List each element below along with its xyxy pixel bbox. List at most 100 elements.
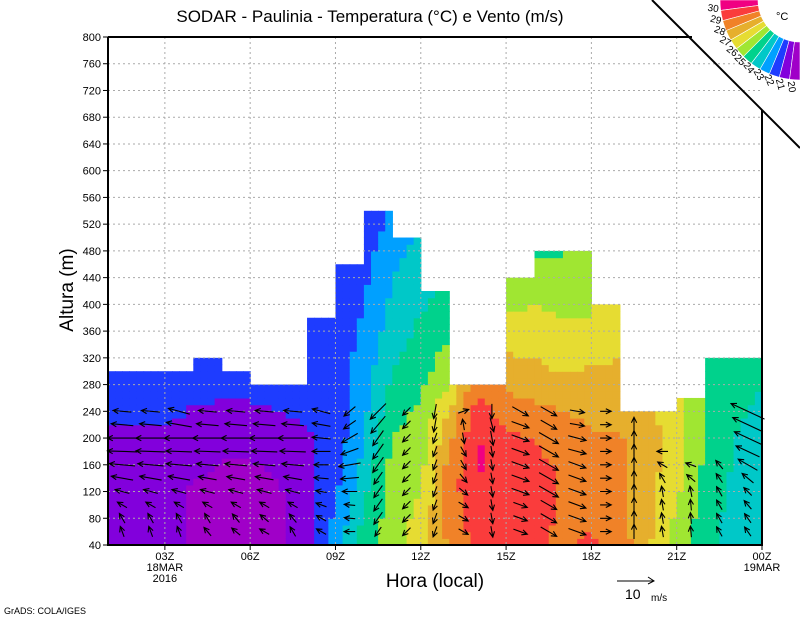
wind-barb xyxy=(252,421,276,428)
temp-cell xyxy=(754,357,763,366)
temp-cell xyxy=(307,491,315,499)
temp-cell xyxy=(356,277,365,285)
temp-cell xyxy=(463,504,472,513)
temp-cell xyxy=(577,277,585,285)
temp-cell xyxy=(555,317,564,326)
temp-cell xyxy=(342,498,351,506)
temp-cell xyxy=(214,451,223,459)
temp-cell xyxy=(619,458,628,466)
temp-cell xyxy=(506,391,514,399)
temp-cell xyxy=(506,491,514,499)
wind-barb xyxy=(195,461,219,468)
temp-cell xyxy=(235,511,244,519)
wind-vectors xyxy=(106,402,765,539)
temp-cell xyxy=(349,524,358,533)
temp-cell xyxy=(335,311,344,319)
temp-cell xyxy=(463,397,472,406)
temp-cell xyxy=(271,411,280,419)
temp-cell xyxy=(285,471,294,479)
temp-cell xyxy=(171,431,180,439)
temp-cell xyxy=(371,257,379,265)
temp-cell xyxy=(221,504,230,513)
temp-cell xyxy=(413,518,422,526)
temp-cell xyxy=(221,431,230,439)
temp-cell xyxy=(193,424,202,432)
temp-cell xyxy=(520,344,529,352)
temp-cell xyxy=(179,377,187,386)
wind-barb xyxy=(337,462,361,469)
temp-cell xyxy=(136,511,145,519)
wind-barb xyxy=(488,445,496,459)
temp-cell xyxy=(520,351,529,359)
temp-cell xyxy=(555,451,564,459)
temp-cell xyxy=(442,377,450,386)
wind-barb xyxy=(513,515,529,522)
temp-cell xyxy=(555,538,564,546)
temp-cell xyxy=(534,304,543,312)
temp-cell xyxy=(427,438,436,446)
temp-cell xyxy=(562,518,571,526)
temp-cell xyxy=(698,444,706,453)
temp-cell xyxy=(371,498,379,506)
temp-cell xyxy=(690,444,699,453)
temp-cell xyxy=(420,484,429,493)
temp-cell xyxy=(186,391,194,399)
temp-cell xyxy=(392,284,401,292)
temp-cell xyxy=(534,377,543,386)
temp-cell xyxy=(207,371,216,379)
temp-cell xyxy=(193,444,202,453)
temp-cell xyxy=(527,438,536,446)
temp-cell xyxy=(598,377,607,386)
temp-cell xyxy=(292,458,301,466)
temp-cell xyxy=(506,511,514,519)
temp-cell xyxy=(150,431,159,439)
temp-cell xyxy=(570,311,578,319)
temp-cell xyxy=(385,484,393,493)
temp-cell xyxy=(520,404,529,412)
temp-cell xyxy=(115,418,123,426)
temp-cell xyxy=(378,451,386,459)
temp-cell xyxy=(584,311,592,319)
temp-cell xyxy=(520,337,529,346)
temp-cell xyxy=(570,518,578,526)
temp-cell xyxy=(584,391,592,399)
temp-cell xyxy=(250,478,258,486)
temp-cell xyxy=(129,444,138,453)
temp-cell xyxy=(570,524,578,533)
temp-cell xyxy=(349,377,358,386)
temp-cell xyxy=(264,538,273,546)
wind-barb xyxy=(511,447,531,456)
temp-cell xyxy=(328,524,337,533)
temp-cell xyxy=(278,451,287,459)
temp-cell xyxy=(634,538,642,546)
temp-cell xyxy=(264,458,273,466)
temp-cell xyxy=(136,418,145,426)
temp-cell xyxy=(363,471,372,479)
temp-cell xyxy=(712,518,720,526)
temp-cell xyxy=(207,478,216,486)
temp-cell xyxy=(349,331,358,339)
temp-cell xyxy=(385,311,393,319)
temp-cell xyxy=(584,524,592,533)
temp-cell xyxy=(442,337,450,346)
temp-cell xyxy=(349,297,358,305)
temp-cell xyxy=(591,458,600,466)
temp-cell xyxy=(584,351,592,359)
temp-cell xyxy=(605,458,614,466)
temp-cell xyxy=(506,411,514,419)
temp-cell xyxy=(143,391,152,399)
temp-cell xyxy=(328,438,337,446)
temp-cell xyxy=(683,538,692,546)
temp-cell xyxy=(406,264,415,272)
temp-cell xyxy=(157,531,166,539)
x-tick-date: 18MAR xyxy=(147,562,184,574)
temp-cell xyxy=(349,284,358,292)
wind-barb xyxy=(458,515,470,522)
temp-cell xyxy=(541,264,550,272)
wind-barb xyxy=(538,458,560,471)
temp-cell xyxy=(221,438,230,446)
temp-cell xyxy=(740,478,749,486)
temp-cell xyxy=(570,351,578,359)
temp-cell xyxy=(363,337,372,346)
temp-cell xyxy=(157,418,166,426)
